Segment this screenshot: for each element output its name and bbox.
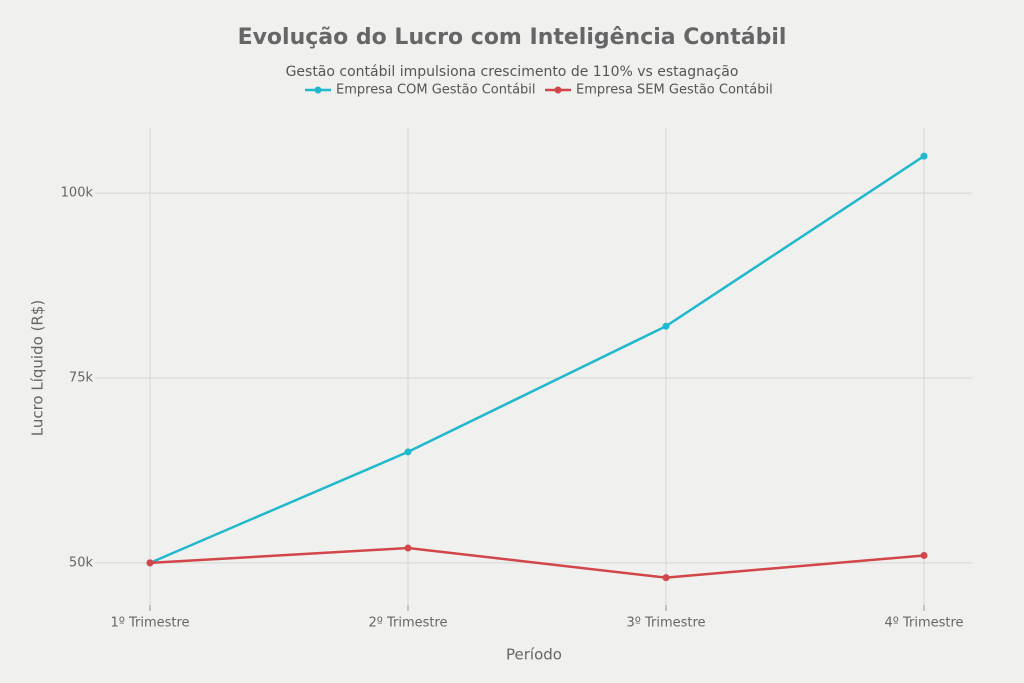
data-point	[404, 544, 412, 552]
data-point	[662, 322, 670, 330]
x-tick-label: 1º Trimestre	[110, 616, 189, 631]
y-tick-label: 100k	[61, 186, 94, 201]
data-point	[920, 551, 928, 559]
legend-label: Empresa COM Gestão Contábil	[336, 83, 536, 98]
series-line	[149, 546, 925, 579]
series-line	[149, 155, 925, 564]
y-axis-title: Lucro Líquido (R$)	[29, 300, 47, 437]
legend-label: Empresa SEM Gestão Contábil	[576, 83, 773, 98]
legend-marker	[554, 86, 562, 94]
legend-marker	[314, 86, 322, 94]
chart-subtitle: Gestão contábil impulsiona crescimento d…	[286, 64, 739, 80]
x-tick-label: 3º Trimestre	[626, 616, 705, 631]
x-tick-label: 4º Trimestre	[884, 616, 963, 631]
x-axis-title: Período	[506, 646, 562, 664]
data-point	[146, 559, 154, 567]
y-tick-label: 75k	[69, 370, 94, 385]
chart-title: Evolução do Lucro com Inteligência Contá…	[238, 25, 787, 50]
data-point	[662, 574, 670, 582]
y-tick-label: 50k	[69, 555, 94, 570]
data-point	[920, 152, 928, 160]
x-tick-label: 2º Trimestre	[368, 616, 447, 631]
data-point	[404, 448, 412, 456]
